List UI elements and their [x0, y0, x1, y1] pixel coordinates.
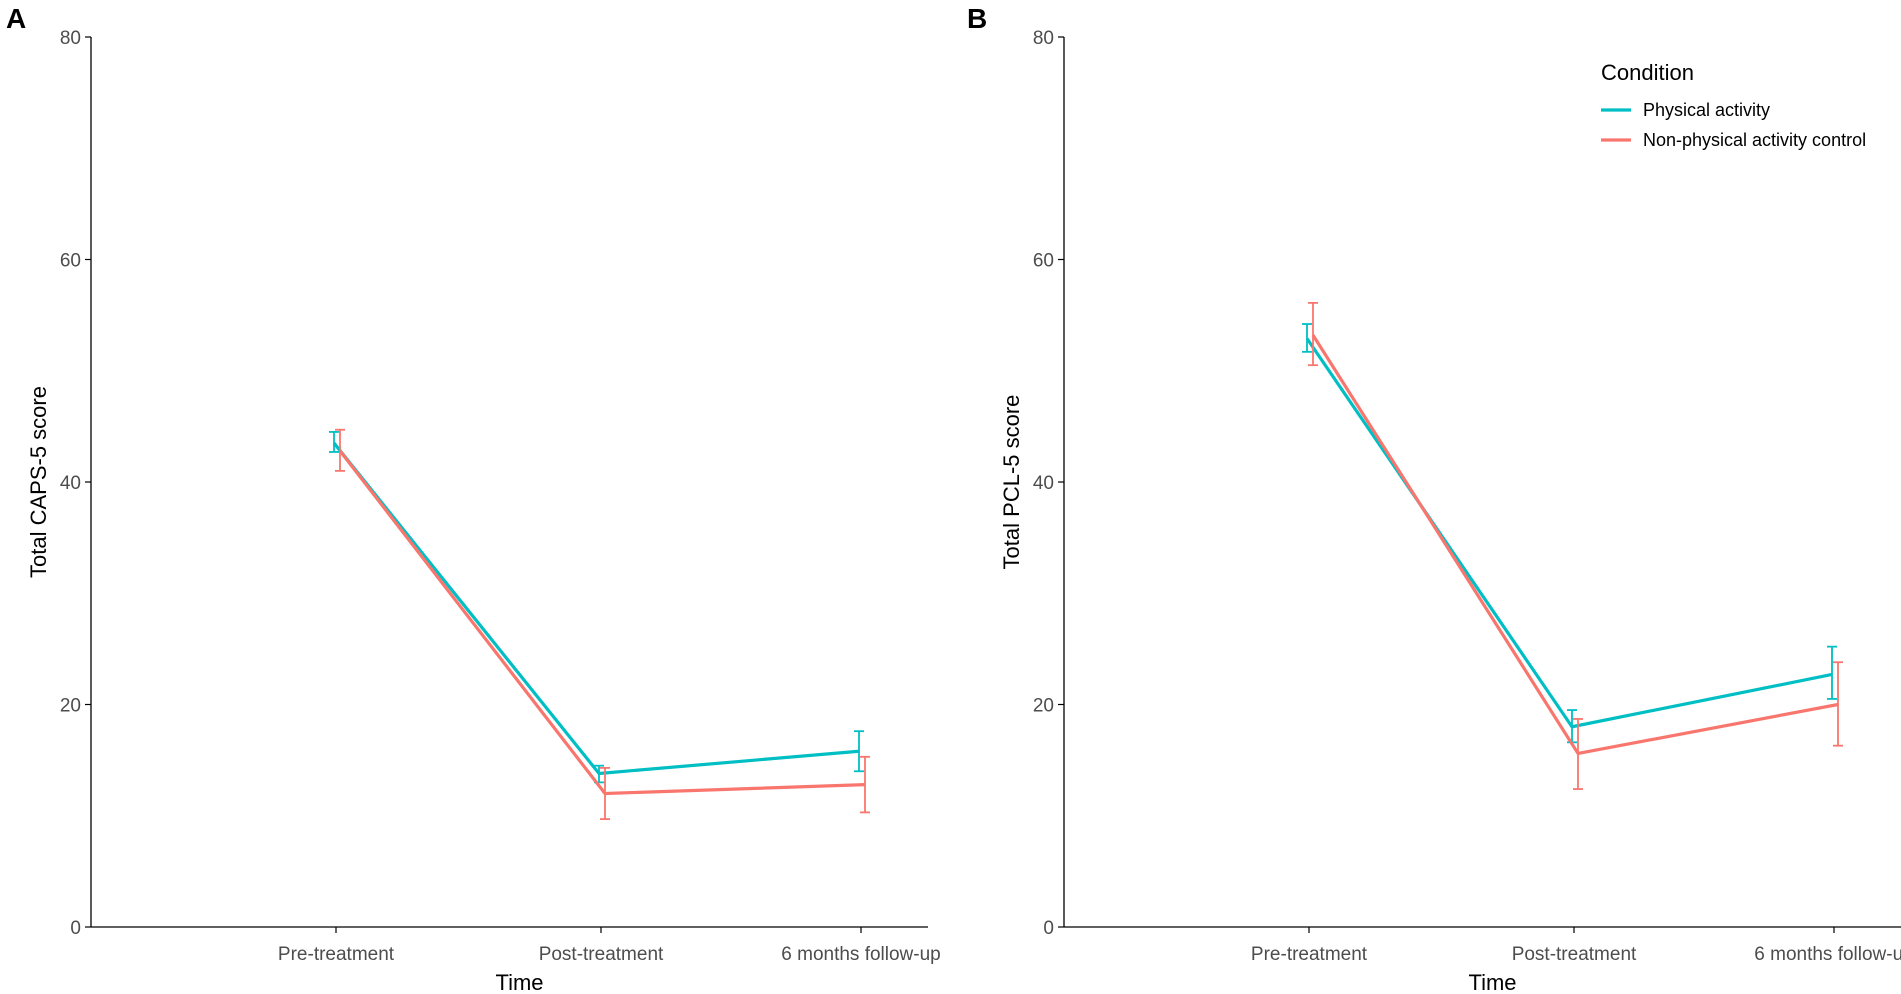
x-tick-label: Post-treatment	[539, 944, 664, 965]
panel-letter: B	[967, 3, 987, 34]
x-tick-label: Post-treatment	[1512, 944, 1637, 965]
y-tick-label: 20	[1033, 696, 1054, 717]
y-tick-label: 0	[70, 918, 81, 939]
y-tick-label: 20	[60, 696, 81, 717]
legend-title: Condition	[1601, 60, 1694, 85]
series-line-control	[1311, 334, 1839, 756]
y-axis-title: Total CAPS-5 score	[26, 386, 51, 578]
x-tick-label: Pre-treatment	[278, 944, 395, 965]
y-tick-label: 80	[60, 28, 81, 49]
y-axis-title: Total PCL-5 score	[999, 395, 1024, 570]
legend-label: Physical activity	[1643, 100, 1770, 120]
legend-label: Non-physical activity control	[1643, 130, 1866, 150]
x-axis-title: Time	[495, 970, 543, 994]
series-line-physical-activity	[332, 442, 860, 776]
y-tick-label: 40	[60, 473, 81, 494]
x-tick-label: Pre-treatment	[1251, 944, 1368, 965]
y-tick-label: 80	[1033, 28, 1054, 49]
y-tick-label: 40	[1033, 473, 1054, 494]
y-tick-label: 60	[1033, 251, 1054, 272]
panel-letter: A	[6, 3, 26, 34]
y-tick-label: 0	[1043, 918, 1054, 939]
y-tick-label: 60	[60, 251, 81, 272]
x-tick-label: 6 months follow-up	[1754, 944, 1901, 965]
x-axis-title: Time	[1468, 970, 1516, 994]
x-tick-label: 6 months follow-up	[781, 944, 940, 965]
series-line-physical-activity	[1305, 337, 1833, 729]
series-line-control	[338, 449, 866, 796]
